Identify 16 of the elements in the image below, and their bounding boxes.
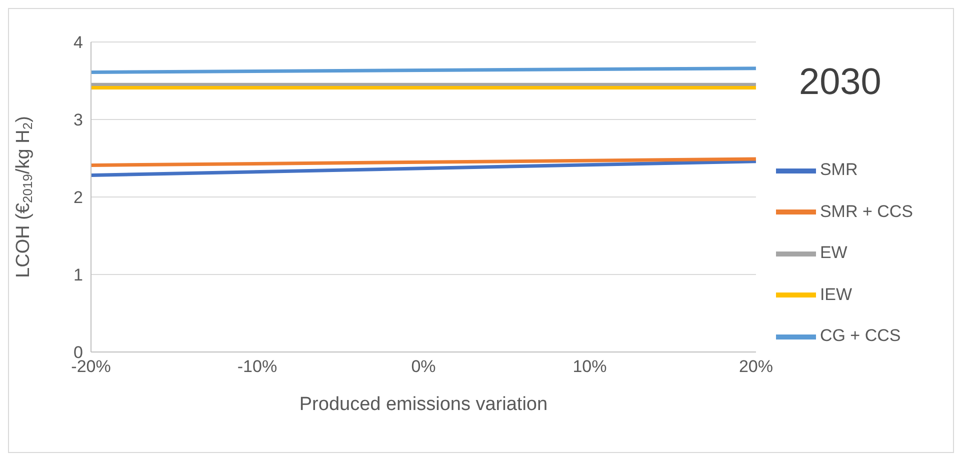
text: 2030 — [799, 61, 882, 103]
legend-label: SMR + CCS — [820, 202, 913, 221]
legend-label: CG + CCS — [820, 326, 901, 346]
y-tick-label: 2 — [74, 188, 83, 208]
y-tick-label: 3 — [74, 110, 83, 130]
legend-label: IEW — [820, 284, 852, 304]
x-tick-label: 10% — [572, 357, 607, 376]
x-tick-label: 20% — [738, 357, 773, 376]
legend-label: SMR — [820, 160, 858, 179]
legend-label: EW — [820, 243, 848, 262]
x-tick-label: -10% — [237, 357, 278, 376]
x-axis-title: Produced emissions variation — [299, 394, 548, 415]
y-tick-label: 4 — [74, 33, 83, 52]
x-tick-label: -20% — [71, 357, 111, 376]
y-tick-label: 1 — [74, 266, 83, 285]
x-tick-label: 0% — [411, 357, 436, 376]
